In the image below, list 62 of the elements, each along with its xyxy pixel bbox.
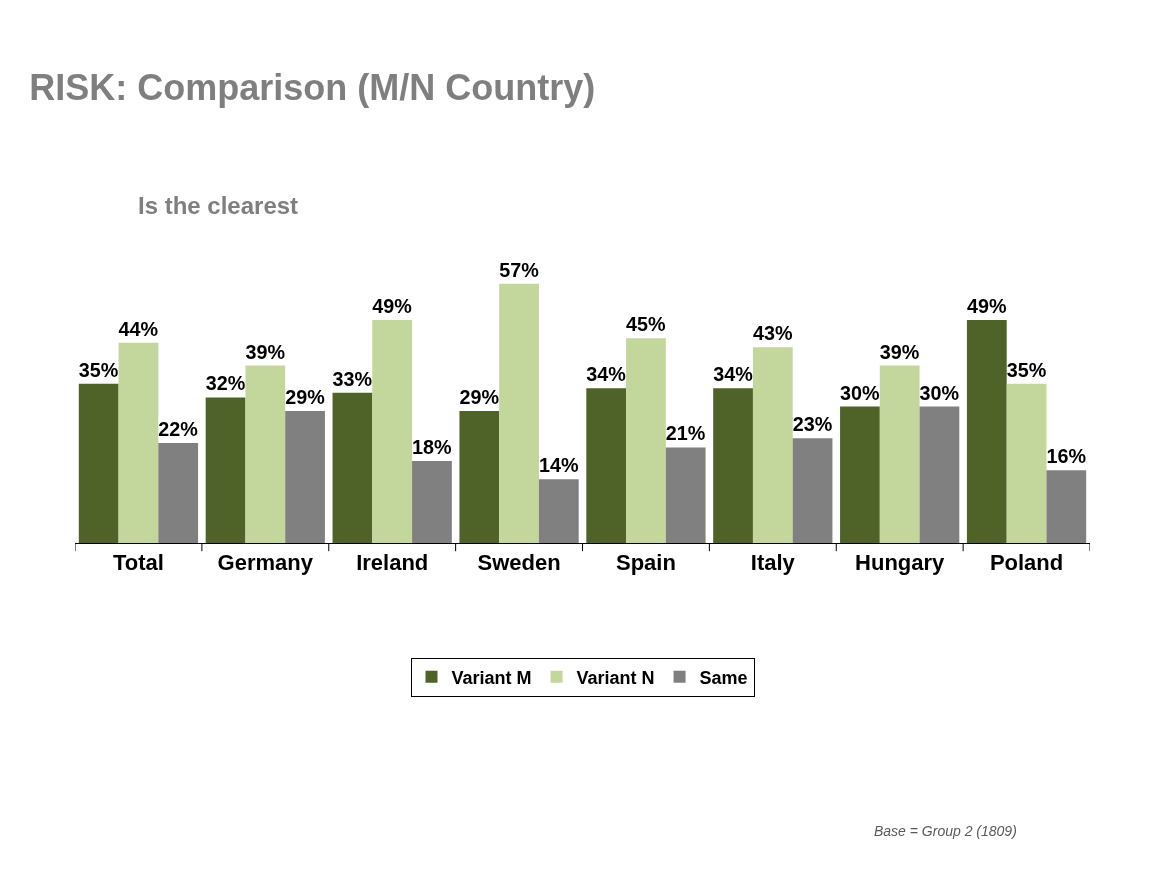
data-label: 32% [205,372,246,395]
data-label: 44% [118,317,159,340]
data-label: 49% [372,295,413,318]
data-label: 34% [713,363,754,386]
bar [919,406,960,543]
bar [665,447,706,543]
bar [245,365,286,543]
bar [285,411,325,543]
bar [966,320,1007,543]
data-label: 21% [665,422,706,445]
bar [752,347,793,543]
bar [118,342,159,543]
x-tick-label: Italy [750,550,796,576]
data-label: 18% [412,436,453,459]
data-label: 43% [752,322,793,345]
data-label: 39% [879,340,920,363]
bar [158,442,199,543]
bar [459,411,500,543]
bar [412,461,452,543]
bar [840,406,880,543]
data-label: 57% [499,258,540,281]
data-label: 34% [586,363,627,386]
bar [499,283,539,543]
data-label: 30% [919,381,960,404]
legend-label: Variant M [451,667,532,688]
data-label: 23% [792,413,833,436]
bar [879,365,920,543]
chart-subtitle: Is the clearest [138,192,299,219]
data-label: 14% [538,454,579,477]
x-tick-label: Poland [989,550,1064,576]
data-label: 16% [1046,445,1087,468]
bar [713,388,753,543]
bar [538,479,579,543]
bar [586,388,627,543]
legend-label: Variant N [576,667,655,688]
data-label: 35% [78,358,119,381]
x-tick-label: Hungary [855,550,946,576]
bar [1046,470,1087,543]
data-label: 29% [459,386,500,409]
legend-label: Same [699,667,748,688]
x-tick-label: Spain [615,550,676,576]
chart-title: RISK: Comparison (M/N Country) [29,67,596,109]
data-label: 22% [158,417,199,440]
bar [1006,383,1047,543]
x-tick-label: Sweden [477,550,561,576]
data-label: 30% [840,381,881,404]
data-label: 45% [626,313,667,336]
text: Base = Group 2 (1809) [874,823,1017,839]
bar [626,338,666,543]
bar [205,397,246,543]
x-tick-label: Total [112,550,164,576]
x-tick-label: Germany [217,550,314,576]
bar [78,383,119,543]
bar [332,392,373,543]
data-label: 29% [285,386,326,409]
bar [372,320,413,543]
data-label: 49% [966,295,1007,318]
x-tick-label: Ireland [356,550,429,576]
data-label: 35% [1006,358,1047,381]
bar [792,438,833,543]
data-label: 39% [245,340,286,363]
data-label: 33% [332,367,373,390]
